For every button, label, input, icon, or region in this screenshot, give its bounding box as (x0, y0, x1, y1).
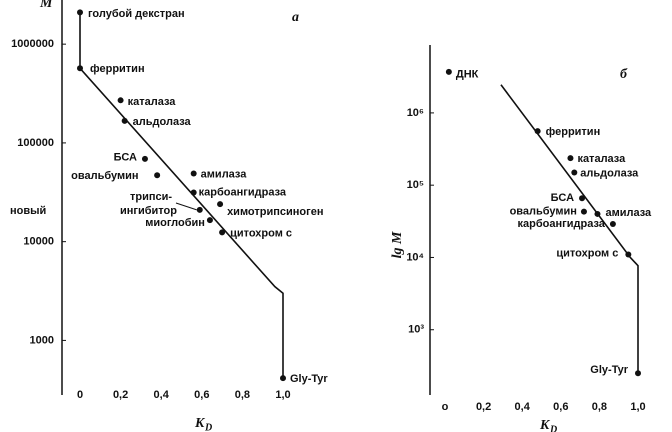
point-label: каталаза (577, 153, 626, 165)
panel-label: б (620, 67, 628, 82)
point-label: ингибитор (120, 205, 177, 217)
x-tick-label: о (442, 401, 449, 413)
point-label: карбоангидраза (518, 218, 606, 230)
point-label: карбоангидраза (199, 186, 287, 198)
panel-label: a (292, 10, 299, 25)
trend-line (500, 84, 639, 374)
y-tick-label: 10⁶ (407, 107, 424, 119)
point-label: овальбумин (510, 206, 577, 218)
data-point (445, 68, 452, 75)
point-label: цитохром с (230, 227, 292, 239)
x-tick-label: 0,8 (235, 389, 250, 401)
data-point (635, 370, 641, 377)
point-label: амилаза (201, 168, 248, 180)
point-label: трипси- (130, 191, 172, 203)
data-point (625, 251, 632, 258)
point-label: БСА (114, 152, 137, 164)
point-label: ДНК (456, 69, 479, 81)
data-point (196, 206, 203, 213)
point-label: ферритин (90, 63, 145, 75)
y-axis-label: lg M (390, 231, 405, 258)
y-tick-label: 1000000 (11, 38, 54, 50)
x-tick-label: 0,8 (592, 401, 607, 413)
data-point (77, 9, 83, 16)
data-point (580, 208, 587, 215)
x-tick-label: 1,0 (275, 389, 290, 401)
x-axis-label: K (539, 418, 551, 432)
point-label: новый (10, 205, 46, 217)
data-point (154, 172, 161, 179)
data-point (217, 201, 224, 208)
y-tick-label: 10³ (408, 324, 424, 336)
y-tick-label: 10⁵ (407, 179, 424, 191)
point-label: БСА (551, 192, 574, 204)
data-point (571, 169, 578, 176)
point-label: Gly-Tyr (290, 373, 328, 385)
point-label: химотрипсиноген (227, 206, 323, 218)
data-point (77, 65, 83, 72)
x-axis-label-sub: D (549, 424, 557, 432)
point-label: ферритин (546, 126, 601, 138)
data-point (206, 217, 213, 224)
data-point (141, 155, 148, 162)
y-tick-label: 1000 (30, 334, 54, 346)
point-label: альдолаза (133, 116, 192, 128)
x-tick-label: 0,4 (154, 389, 170, 401)
x-tick-label: 1,0 (630, 401, 645, 413)
point-label: каталаза (128, 96, 177, 108)
x-tick-label: 0,2 (113, 389, 128, 401)
data-point (117, 97, 124, 104)
y-tick-label: 10⁴ (406, 251, 424, 263)
leader-line (175, 202, 197, 211)
data-point (609, 221, 616, 228)
x-tick-label: 0,6 (553, 401, 568, 413)
point-label: голубой декстран (88, 8, 185, 20)
y-axis-label: M (39, 0, 53, 11)
data-point (594, 210, 601, 217)
x-tick-label: 0,4 (515, 401, 531, 413)
x-tick-label: 0 (77, 389, 83, 401)
x-tick-label: 0,2 (476, 401, 491, 413)
x-tick-label: 0,6 (194, 389, 209, 401)
point-label: овальбумин (71, 170, 138, 182)
point-label: Gly-Tyr (590, 364, 628, 376)
data-point (280, 375, 286, 382)
point-label: миоглобин (145, 217, 205, 229)
data-point (190, 189, 197, 196)
y-tick-label: 100000 (17, 137, 54, 149)
data-point (190, 170, 197, 177)
data-point (567, 155, 574, 162)
data-point (219, 229, 226, 236)
point-label: цитохром с (556, 247, 618, 259)
data-point (534, 128, 541, 135)
x-axis-label: K (194, 416, 206, 431)
data-point (121, 117, 128, 124)
trend-line (79, 12, 284, 379)
data-point (579, 195, 586, 202)
point-label: альдолаза (580, 167, 639, 179)
y-tick-label: 10000 (23, 236, 54, 248)
point-label: амилаза (605, 207, 652, 219)
x-axis-label-sub: D (204, 422, 212, 432)
